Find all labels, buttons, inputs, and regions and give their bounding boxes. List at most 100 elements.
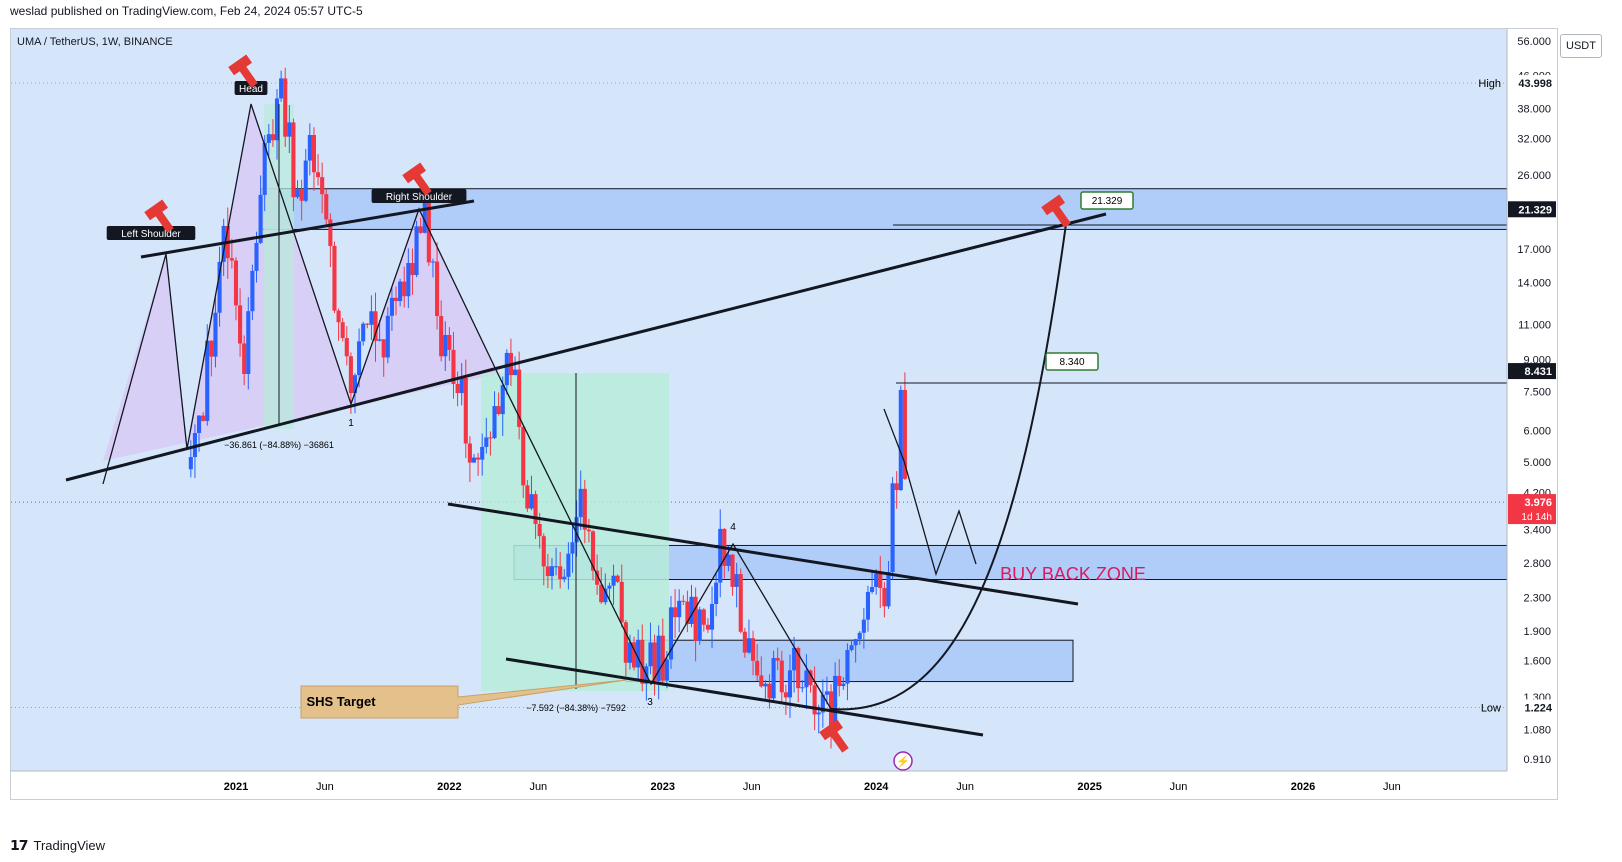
candle-body xyxy=(439,316,444,357)
candle-body xyxy=(311,135,317,173)
candle-body xyxy=(763,683,768,687)
candle-body xyxy=(435,261,440,317)
label-head-bg xyxy=(234,81,268,95)
badge-low: 1.224 xyxy=(1524,702,1552,714)
symbol-title: UMA / TetherUS, 1W, BINANCE xyxy=(17,36,173,48)
zone-0 xyxy=(260,188,1508,230)
badge-high-bg xyxy=(1508,75,1556,92)
candle-body xyxy=(352,375,358,394)
chart-canvas[interactable]: Left Shoulder Head Right Shoulder 1 3 4 −36.86… xyxy=(11,29,1557,799)
hammer-low-icon-head xyxy=(819,719,844,741)
candle-body xyxy=(205,340,210,421)
candle-body xyxy=(865,591,871,620)
cup-curve xyxy=(830,223,1067,711)
candle-body xyxy=(800,687,805,689)
callout-mid: 8.340 xyxy=(1059,357,1084,368)
candle-body xyxy=(299,189,304,201)
candle-body xyxy=(685,601,690,625)
price-tick: 1.600 xyxy=(1523,656,1551,668)
candle-body xyxy=(582,488,587,530)
callout-top: 21.329 xyxy=(1092,196,1123,207)
candle-body xyxy=(812,685,817,715)
candle-body xyxy=(402,281,407,297)
candle-body xyxy=(820,694,825,713)
shs-target-label: SHS Target xyxy=(306,694,376,709)
candle-body xyxy=(303,160,308,201)
time-tick: 2022 xyxy=(437,781,461,793)
candle-body xyxy=(328,219,333,246)
candle-body xyxy=(845,650,850,684)
time-tick: 2023 xyxy=(651,781,675,793)
candle-body xyxy=(627,642,632,663)
candle-body xyxy=(870,587,875,592)
candle-body xyxy=(393,297,399,302)
wave-label-4: 4 xyxy=(730,522,736,533)
price-tick: 17.000 xyxy=(1517,244,1551,256)
candle-body xyxy=(697,609,702,641)
zone-1 xyxy=(513,544,1508,581)
candle-body xyxy=(759,675,764,687)
badge-low-bg xyxy=(1508,699,1556,716)
candle-body xyxy=(619,581,624,623)
price-tick: 11.000 xyxy=(1518,320,1551,332)
candle-body xyxy=(771,658,776,699)
candle-body xyxy=(857,632,862,640)
candle-body xyxy=(562,576,567,580)
candle-body xyxy=(824,691,829,695)
candle-body xyxy=(787,670,793,698)
candle-body xyxy=(590,531,596,571)
candle-body xyxy=(373,311,378,341)
time-tick: Jun xyxy=(956,781,974,793)
candle-body xyxy=(660,635,665,681)
candle-body xyxy=(734,574,739,587)
candle-body xyxy=(283,78,288,137)
candle-body xyxy=(242,343,247,374)
candle-body xyxy=(201,415,206,421)
price-tick: 56.000 xyxy=(1517,36,1551,48)
candle-body xyxy=(902,389,907,479)
badge-current: 3.976 xyxy=(1524,497,1552,509)
candle-body xyxy=(332,245,337,311)
currency-button[interactable]: USDT xyxy=(1560,34,1602,58)
candle-body xyxy=(615,575,620,582)
candle-body xyxy=(521,426,526,486)
candle-body xyxy=(656,635,661,681)
candle-body xyxy=(792,647,797,671)
badge-high: 43.998 xyxy=(1518,78,1552,90)
candle-body xyxy=(398,281,403,302)
time-tick: Jun xyxy=(316,781,334,793)
candle-body xyxy=(701,609,706,625)
tradingview-logo-icon[interactable]: 𝟭𝟳 xyxy=(10,837,29,853)
label-head: Head xyxy=(239,84,263,95)
candle-body xyxy=(430,261,436,263)
candle-body xyxy=(369,311,374,325)
candle-body xyxy=(652,642,657,681)
candle-body xyxy=(738,574,743,632)
price-tick: 7.500 xyxy=(1523,386,1551,398)
candle-body xyxy=(418,226,423,233)
price-tick: 0.910 xyxy=(1523,754,1551,766)
callout-mid-box xyxy=(1045,352,1099,371)
candle-body xyxy=(287,122,292,137)
candle-body xyxy=(746,638,752,653)
hammer-left-shoulder-icon-handle xyxy=(154,210,174,233)
measure-label-1: −36.861 (−84.88%) −36861 xyxy=(224,440,334,450)
candle-body xyxy=(632,642,637,668)
candle-body xyxy=(841,683,846,687)
hammer-target-icon-handle xyxy=(1051,205,1071,228)
candle-body xyxy=(336,310,341,323)
candle-body xyxy=(320,177,325,195)
candle-body xyxy=(455,383,460,394)
candle-body xyxy=(463,378,468,444)
candle-body xyxy=(389,297,394,316)
chart-frame[interactable]: Left Shoulder Head Right Shoulder 1 3 4 −36.86… xyxy=(10,28,1558,800)
label-left-shoulder: Left Shoulder xyxy=(121,229,181,240)
candle-body xyxy=(217,261,222,313)
time-tick: Jun xyxy=(1383,781,1401,793)
hammer-head-icon xyxy=(228,54,258,88)
candle-body xyxy=(229,258,234,261)
candle-body xyxy=(443,334,448,357)
candle-body xyxy=(751,638,756,661)
candle-body xyxy=(804,670,809,688)
candle-body xyxy=(545,566,550,577)
